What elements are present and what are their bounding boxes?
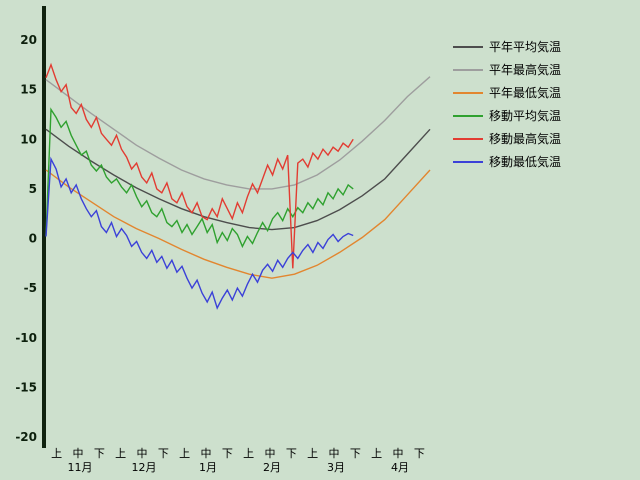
x-tick-label: 上: [51, 447, 62, 460]
x-tick-label: 中: [137, 447, 148, 460]
legend-label: 平年平均気温: [489, 40, 562, 54]
y-tick-label: 0: [29, 232, 37, 246]
legend-label: 移動最高気温: [489, 132, 562, 146]
series-line: [45, 62, 354, 269]
x-tick-label: 上: [179, 447, 190, 460]
series-line: [45, 76, 431, 190]
y-tick-label: -10: [15, 331, 37, 345]
y-tick-label: 15: [20, 83, 37, 97]
legend-line-swatch: [453, 45, 483, 48]
y-tick-label: -20: [15, 430, 37, 444]
legend-item: 平年最高気温: [453, 63, 562, 77]
month-label: 1月: [199, 461, 217, 474]
month-label: 4月: [391, 461, 409, 474]
legend-line-swatch: [453, 137, 483, 140]
y-axis-line: [42, 6, 46, 448]
x-tick-label: 中: [265, 447, 276, 460]
y-tick-label: 5: [29, 182, 37, 196]
y-tick-label: 20: [20, 33, 37, 47]
x-tick-label: 下: [414, 447, 425, 460]
month-label: 12月: [132, 461, 157, 474]
series-line: [45, 107, 354, 249]
x-tick-label: 下: [350, 447, 361, 460]
x-tick-label: 中: [73, 447, 84, 460]
month-label: 11月: [68, 461, 93, 474]
x-tick-label: 中: [329, 447, 340, 460]
legend-label: 移動平均気温: [489, 109, 562, 123]
legend-item: 移動最高気温: [453, 132, 562, 146]
legend-item: 移動最低気温: [453, 155, 562, 169]
legend-item: 平年最低気温: [453, 86, 562, 100]
x-tick-label: 中: [201, 447, 212, 460]
legend-line-swatch: [453, 114, 483, 117]
x-tick-label: 上: [243, 447, 254, 460]
x-tick-label: 下: [286, 447, 297, 460]
legend-line-swatch: [453, 160, 483, 163]
x-tick-label: 下: [222, 447, 233, 460]
legend-line-swatch: [453, 68, 483, 71]
series-line: [45, 128, 431, 231]
legend-item: 平年平均気温: [453, 40, 562, 54]
legend-label: 平年最高気温: [489, 63, 562, 77]
y-tick-label: -15: [15, 380, 37, 394]
legend-item: 移動平均気温: [453, 109, 562, 123]
legend: 平年平均気温 平年最高気温 平年最低気温 移動平均気温 移動最高気温 移動最低気温: [453, 40, 562, 169]
series-line: [45, 169, 431, 279]
x-tick-label: 上: [371, 447, 382, 460]
legend-label: 移動最低気温: [489, 155, 562, 169]
series-line: [45, 156, 354, 310]
x-tick-label: 中: [393, 447, 404, 460]
x-tick-label: 下: [158, 447, 169, 460]
legend-label: 平年最低気温: [489, 86, 562, 100]
x-tick-label: 下: [94, 447, 105, 460]
y-tick-label: -5: [24, 281, 37, 295]
x-tick-label: 上: [307, 447, 318, 460]
x-tick-label: 上: [115, 447, 126, 460]
month-label: 2月: [263, 461, 281, 474]
y-tick-label: 10: [20, 132, 37, 146]
month-label: 3月: [327, 461, 345, 474]
legend-line-swatch: [453, 91, 483, 94]
